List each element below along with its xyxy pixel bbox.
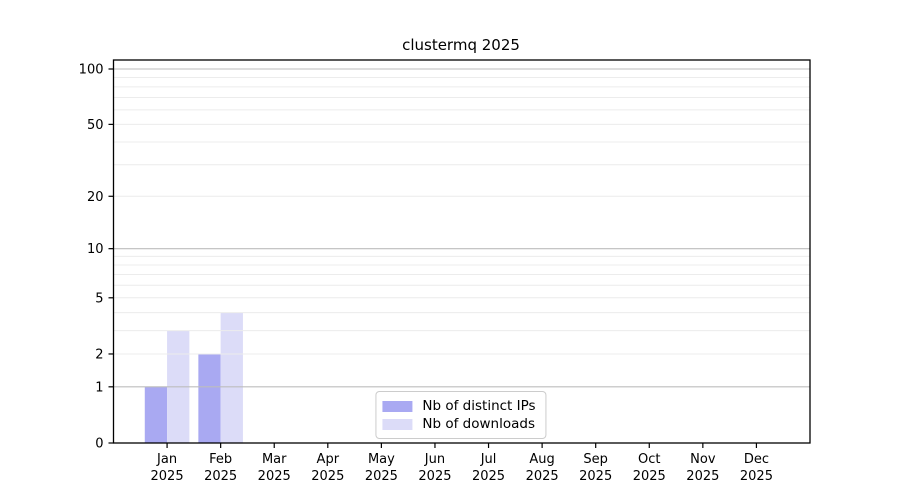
- x-tick-label-year: 2025: [526, 469, 559, 484]
- y-tick-label: 10: [87, 242, 104, 257]
- bar-downloads-feb: [220, 312, 243, 443]
- y-tick-label: 20: [87, 190, 104, 205]
- x-tick-label-month: Apr: [317, 452, 340, 467]
- legend-label-downloads: Nb of downloads: [422, 416, 535, 432]
- y-tick-label: 5: [95, 291, 103, 306]
- x-tick-label-month: Jan: [156, 452, 177, 467]
- x-tick-label-month: Dec: [744, 452, 769, 467]
- x-tick-label-year: 2025: [740, 469, 773, 484]
- legend-label-distinct-ips: Nb of distinct IPs: [422, 398, 536, 414]
- x-tick-label-year: 2025: [579, 469, 612, 484]
- x-tick-label-year: 2025: [633, 469, 666, 484]
- y-tick-label: 2: [95, 347, 103, 362]
- x-tick-label-month: Feb: [209, 452, 232, 467]
- legend-item-distinct-ips: Nb of distinct IPs: [382, 397, 536, 415]
- y-tick-label: 0: [95, 437, 103, 452]
- x-tick-label-year: 2025: [472, 469, 505, 484]
- x-tick-label-year: 2025: [418, 469, 451, 484]
- x-tick-label-month: Jul: [480, 452, 497, 467]
- x-tick-label-month: Mar: [262, 452, 287, 467]
- x-tick-label-year: 2025: [204, 469, 237, 484]
- legend-item-downloads: Nb of downloads: [382, 415, 535, 433]
- axes-frame: [112, 59, 811, 444]
- x-tick-label-month: Oct: [638, 452, 660, 467]
- x-tick-label-year: 2025: [151, 469, 184, 484]
- y-tick-label: 100: [79, 63, 104, 78]
- x-tick-label-month: Nov: [690, 452, 716, 467]
- bar-distinct-ips-jan: [144, 386, 168, 443]
- x-tick-label-year: 2025: [258, 469, 291, 484]
- y-tick-label: 50: [87, 118, 104, 133]
- y-tick-label: 1: [95, 380, 103, 395]
- x-tick-label-month: Jun: [424, 452, 445, 467]
- bar-distinct-ips-feb: [198, 353, 221, 443]
- x-tick-label-month: Sep: [583, 452, 608, 467]
- x-tick-label-month: May: [368, 452, 395, 467]
- legend-swatch-downloads: [382, 418, 413, 430]
- x-tick-label-year: 2025: [365, 469, 398, 484]
- x-tick-label-year: 2025: [686, 469, 719, 484]
- legend: Nb of distinct IPs Nb of downloads: [375, 391, 547, 439]
- chart-title: clustermq 2025: [402, 36, 520, 54]
- legend-swatch-distinct-ips: [382, 400, 413, 412]
- x-tick-label-month: Aug: [529, 452, 554, 467]
- x-tick-label-year: 2025: [311, 469, 344, 484]
